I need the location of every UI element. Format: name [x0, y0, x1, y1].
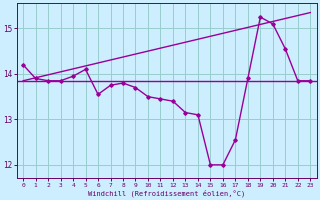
- X-axis label: Windchill (Refroidissement éolien,°C): Windchill (Refroidissement éolien,°C): [88, 189, 245, 197]
